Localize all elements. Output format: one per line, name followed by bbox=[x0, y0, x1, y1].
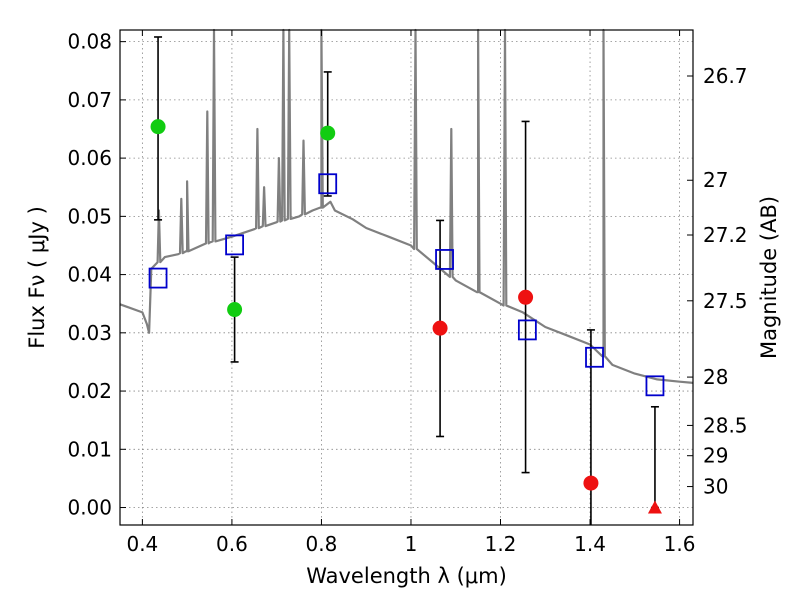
model-point bbox=[517, 319, 537, 341]
error-bars bbox=[154, 36, 659, 525]
y-tick-label: 0.00 bbox=[67, 496, 112, 520]
magnitude-tick-label: 28.5 bbox=[703, 413, 748, 437]
data-point bbox=[150, 119, 166, 135]
data-point bbox=[432, 320, 448, 336]
x-tick-label: 1.2 bbox=[485, 532, 517, 556]
x-tick-label: 0.6 bbox=[216, 532, 248, 556]
x-tick-label: 0.8 bbox=[306, 532, 338, 556]
magnitude-tick-label: 30 bbox=[703, 475, 728, 499]
y-tick-label: 0.04 bbox=[67, 263, 112, 287]
x-axis-label: Wavelength λ (μm) bbox=[306, 564, 507, 588]
magnitude-tick-label: 28 bbox=[703, 365, 728, 389]
plot-frame bbox=[119, 29, 694, 526]
upper-limit-point bbox=[647, 500, 662, 514]
x-tick-label: 1 bbox=[405, 532, 418, 556]
model-point bbox=[435, 249, 454, 270]
magnitude-tick-label: 27 bbox=[703, 168, 728, 192]
y-tick-label: 0.07 bbox=[67, 88, 112, 112]
data-point bbox=[583, 475, 599, 491]
data-point bbox=[227, 302, 243, 318]
y-tick-label: 0.08 bbox=[67, 30, 112, 54]
right-axis-label: Magnitude (AB) bbox=[757, 196, 781, 359]
data-markers bbox=[148, 119, 665, 514]
data-point bbox=[518, 289, 534, 305]
grid bbox=[120, 30, 693, 525]
magnitude-tick-label: 27.2 bbox=[703, 223, 748, 247]
x-tick-label: 1.6 bbox=[664, 532, 696, 556]
model-point bbox=[148, 267, 168, 289]
model-point bbox=[318, 173, 338, 195]
y-tick-label: 0.02 bbox=[67, 379, 112, 403]
model-point bbox=[585, 346, 604, 368]
y-tick-label: 0.01 bbox=[67, 437, 112, 461]
x-tick-label: 1.4 bbox=[574, 532, 606, 556]
spectrum-line bbox=[119, 28, 694, 384]
axis-ticks: 0.4 0.6 0.8 1 1.2 1.4 1.6 0.00 0.01 0.02 0.03 0.04 0… bbox=[67, 30, 747, 556]
x-tick-label: 0.4 bbox=[126, 532, 158, 556]
model-spectrum bbox=[119, 28, 694, 384]
y-tick-label: 0.03 bbox=[67, 321, 112, 345]
data-point bbox=[320, 125, 336, 141]
y-tick-label: 0.05 bbox=[67, 204, 112, 228]
model-point bbox=[645, 375, 665, 397]
y-tick-label: 0.06 bbox=[67, 146, 112, 170]
magnitude-tick-label: 29 bbox=[703, 444, 728, 468]
y-axis-label: Flux Fν ( μJy ) bbox=[25, 206, 49, 349]
magnitude-tick-label: 26.7 bbox=[703, 64, 748, 88]
magnitude-tick-label: 27.5 bbox=[703, 289, 748, 313]
model-point bbox=[225, 234, 245, 256]
